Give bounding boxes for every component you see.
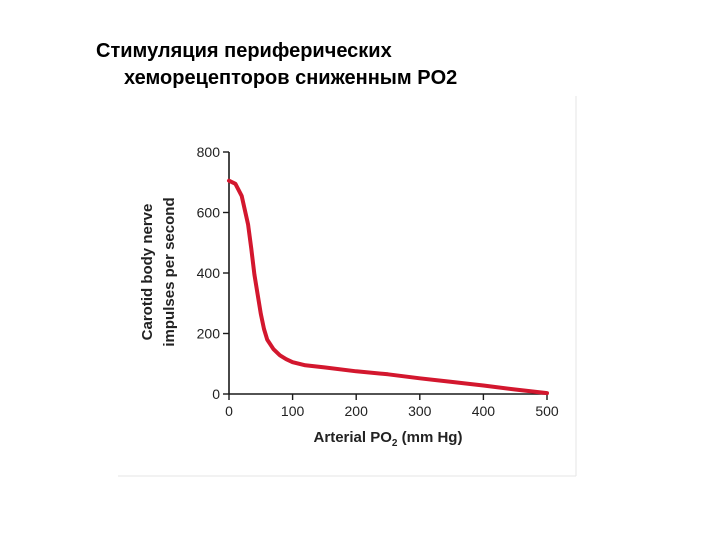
y-tick-label: 400	[197, 265, 221, 281]
y-tick-label: 600	[197, 205, 221, 221]
x-tick-label: 200	[345, 403, 369, 419]
x-axis-label: Arterial PO2 (mm Hg)	[314, 429, 463, 449]
y-axis-label-line-1: Carotid body nerve	[139, 204, 156, 341]
x-tick-label: 0	[225, 403, 233, 419]
slide-title-line-2: хеморецепторов сниженным PO2	[124, 67, 458, 89]
x-axis-label-unit: (mm Hg)	[397, 429, 462, 446]
series-layer	[227, 178, 549, 396]
x-tick-label: 100	[281, 403, 305, 419]
x-tick-label: 400	[472, 403, 496, 419]
x-axis-label-subscript: 2	[392, 438, 398, 449]
slide-title-line-1: Стимуляция периферических	[96, 40, 392, 62]
series-line	[227, 178, 549, 396]
y-axis-label-line-2: impulses per second	[161, 197, 178, 346]
y-tick-label: 200	[197, 326, 221, 342]
x-tick-label: 300	[408, 403, 432, 419]
y-tick-label: 800	[197, 144, 221, 160]
axis-labels: Arterial PO2 (mm Hg) Carotid body nerve …	[139, 197, 462, 449]
x-axis-label-main: Arterial PO	[314, 429, 393, 446]
y-tick-label: 0	[212, 386, 220, 402]
slide-title: Стимуляция периферических хеморецепторов…	[96, 38, 457, 92]
axes: 0 200 400 600 800 0 100 200 300 400 500	[197, 144, 559, 419]
x-tick-label: 500	[535, 403, 559, 419]
